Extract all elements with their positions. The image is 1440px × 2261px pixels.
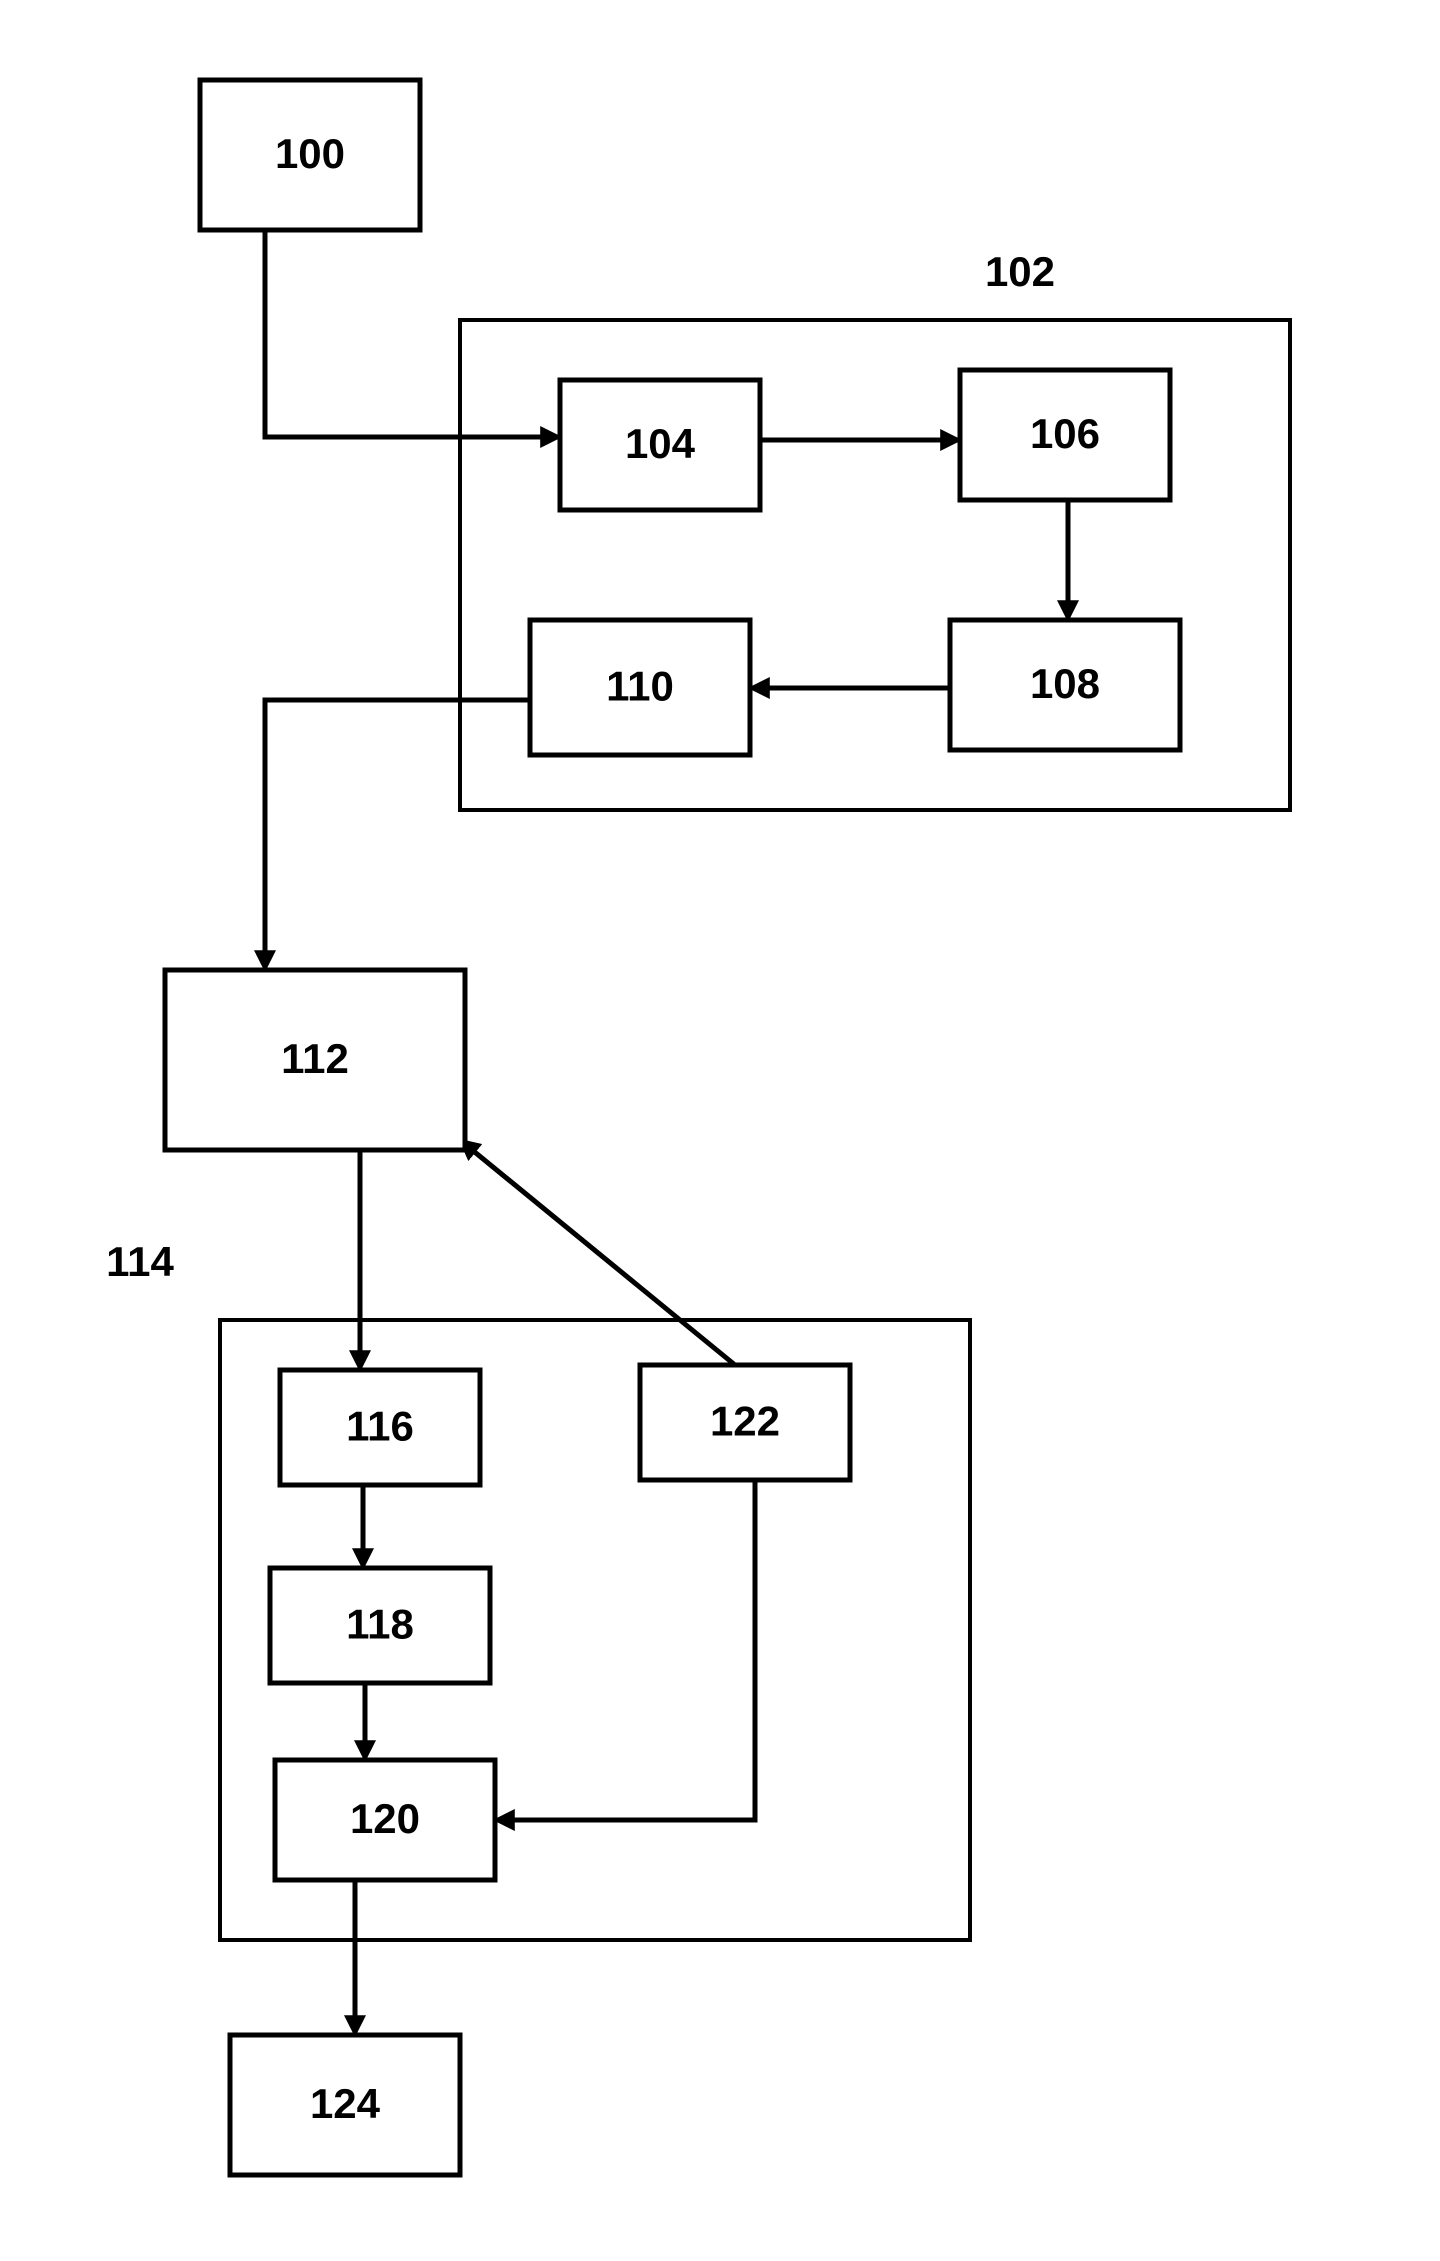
node-label-100: 100 (275, 130, 345, 177)
node-label-108: 108 (1030, 660, 1100, 707)
node-label-122: 122 (710, 1398, 780, 1445)
node-label-110: 110 (606, 663, 674, 710)
node-label-118: 118 (346, 1601, 414, 1648)
node-label-104: 104 (625, 420, 696, 467)
container-label-102: 102 (985, 248, 1055, 295)
node-label-106: 106 (1030, 410, 1100, 457)
node-label-112: 112 (281, 1035, 349, 1082)
flowchart-canvas: 102 114 100 104 106 108 110 112 116 118 120 122 124 (0, 0, 1440, 2261)
container-label-114: 114 (106, 1238, 174, 1285)
node-label-124: 124 (310, 2080, 381, 2127)
node-label-120: 120 (350, 1795, 420, 1842)
node-label-116: 116 (346, 1403, 414, 1450)
